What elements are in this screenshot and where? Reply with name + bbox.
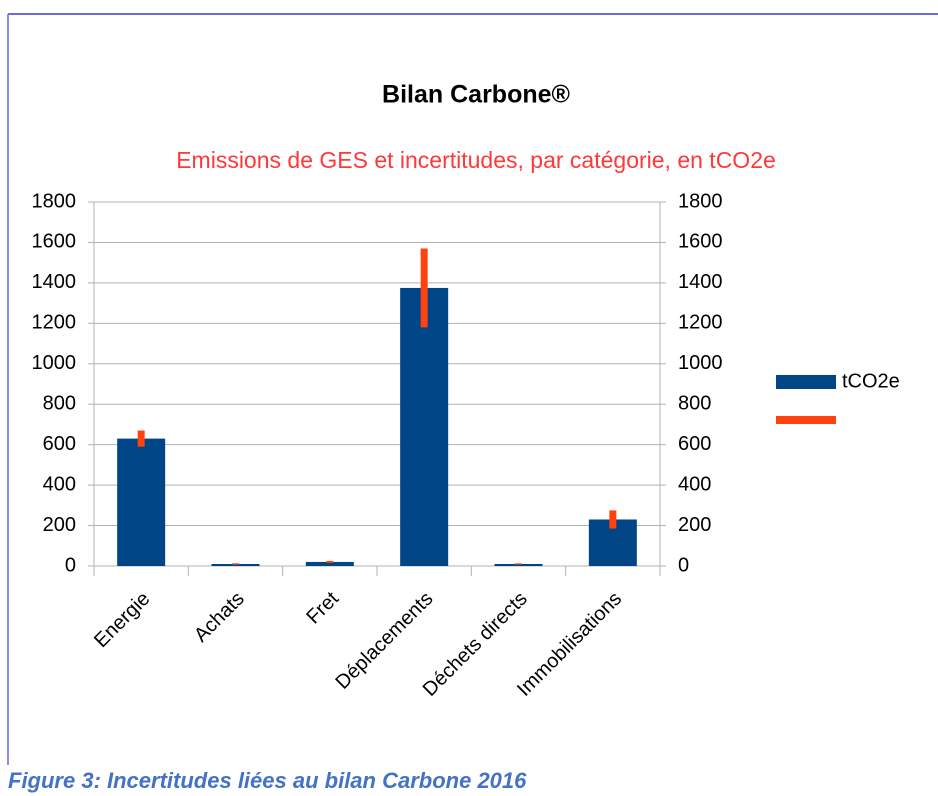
x-tick-label: Achats bbox=[190, 588, 249, 647]
y2-tick-label: 0 bbox=[678, 554, 689, 576]
y2-tick-label: 400 bbox=[678, 473, 711, 495]
y2-tick-label: 1600 bbox=[678, 231, 723, 253]
y-tick-label: 1800 bbox=[32, 190, 77, 212]
x-tick-label: Fret bbox=[302, 587, 343, 628]
y2-tick-label: 600 bbox=[678, 433, 711, 455]
chart-subtitle: Emissions de GES et incertitudes, par ca… bbox=[176, 147, 776, 173]
y-tick-label: 1200 bbox=[32, 312, 77, 334]
y2-tick-label: 1400 bbox=[678, 271, 723, 293]
bar bbox=[117, 438, 166, 566]
bar bbox=[305, 561, 354, 566]
bar bbox=[400, 287, 449, 566]
y-tick-label: 1000 bbox=[32, 352, 77, 374]
y-tick-label: 800 bbox=[43, 393, 76, 415]
y2-tick-label: 1000 bbox=[678, 352, 723, 374]
legend-label: tCO2e bbox=[842, 370, 900, 392]
legend-swatch bbox=[776, 375, 836, 389]
y-tick-label: 400 bbox=[43, 473, 76, 495]
x-tick-label: Energie bbox=[90, 588, 154, 652]
x-tick-label: Déplacements bbox=[331, 588, 437, 694]
bar bbox=[494, 563, 543, 566]
y2-tick-label: 1200 bbox=[678, 312, 723, 334]
y2-tick-label: 800 bbox=[678, 393, 711, 415]
y-tick-label: 200 bbox=[43, 514, 76, 536]
y2-tick-label: 1800 bbox=[678, 190, 723, 212]
y2-tick-label: 200 bbox=[678, 514, 711, 536]
caption: Figure 3: Incertitudes liées au bilan Ca… bbox=[8, 768, 527, 793]
y-tick-label: 0 bbox=[65, 554, 76, 576]
y-tick-label: 600 bbox=[43, 433, 76, 455]
chart-title: Bilan Carbone® bbox=[382, 81, 570, 109]
y-tick-label: 1600 bbox=[32, 231, 77, 253]
bar bbox=[211, 563, 260, 566]
y-tick-label: 1400 bbox=[32, 271, 77, 293]
